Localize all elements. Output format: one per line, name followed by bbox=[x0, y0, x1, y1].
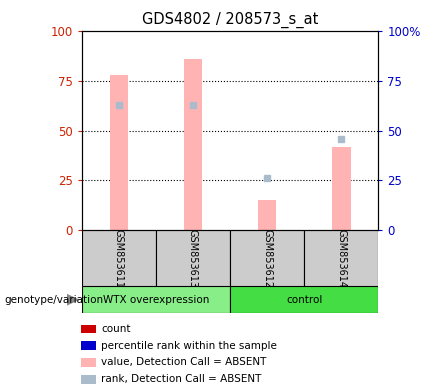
Text: GSM853611: GSM853611 bbox=[114, 229, 124, 288]
Text: value, Detection Call = ABSENT: value, Detection Call = ABSENT bbox=[101, 358, 267, 367]
Bar bbox=[258, 200, 276, 230]
Bar bbox=[81, 341, 96, 350]
Text: GSM853614: GSM853614 bbox=[336, 229, 346, 288]
Bar bbox=[81, 324, 96, 333]
Bar bbox=[230, 230, 304, 286]
Bar bbox=[81, 375, 96, 384]
Bar bbox=[82, 286, 230, 313]
Bar bbox=[184, 59, 202, 230]
Text: GSM853613: GSM853613 bbox=[188, 229, 198, 288]
Text: control: control bbox=[286, 295, 322, 305]
Text: WTX overexpression: WTX overexpression bbox=[103, 295, 209, 305]
Text: GSM853612: GSM853612 bbox=[262, 229, 272, 288]
Bar bbox=[230, 286, 378, 313]
Polygon shape bbox=[67, 294, 80, 306]
Bar bbox=[81, 358, 96, 367]
Title: GDS4802 / 208573_s_at: GDS4802 / 208573_s_at bbox=[142, 12, 318, 28]
Text: count: count bbox=[101, 324, 131, 334]
Bar bbox=[304, 230, 378, 286]
Bar bbox=[156, 230, 230, 286]
Text: rank, Detection Call = ABSENT: rank, Detection Call = ABSENT bbox=[101, 374, 262, 384]
Text: percentile rank within the sample: percentile rank within the sample bbox=[101, 341, 277, 351]
Bar bbox=[82, 230, 156, 286]
Bar bbox=[332, 147, 350, 230]
Bar bbox=[110, 74, 128, 230]
Text: genotype/variation: genotype/variation bbox=[4, 295, 104, 305]
